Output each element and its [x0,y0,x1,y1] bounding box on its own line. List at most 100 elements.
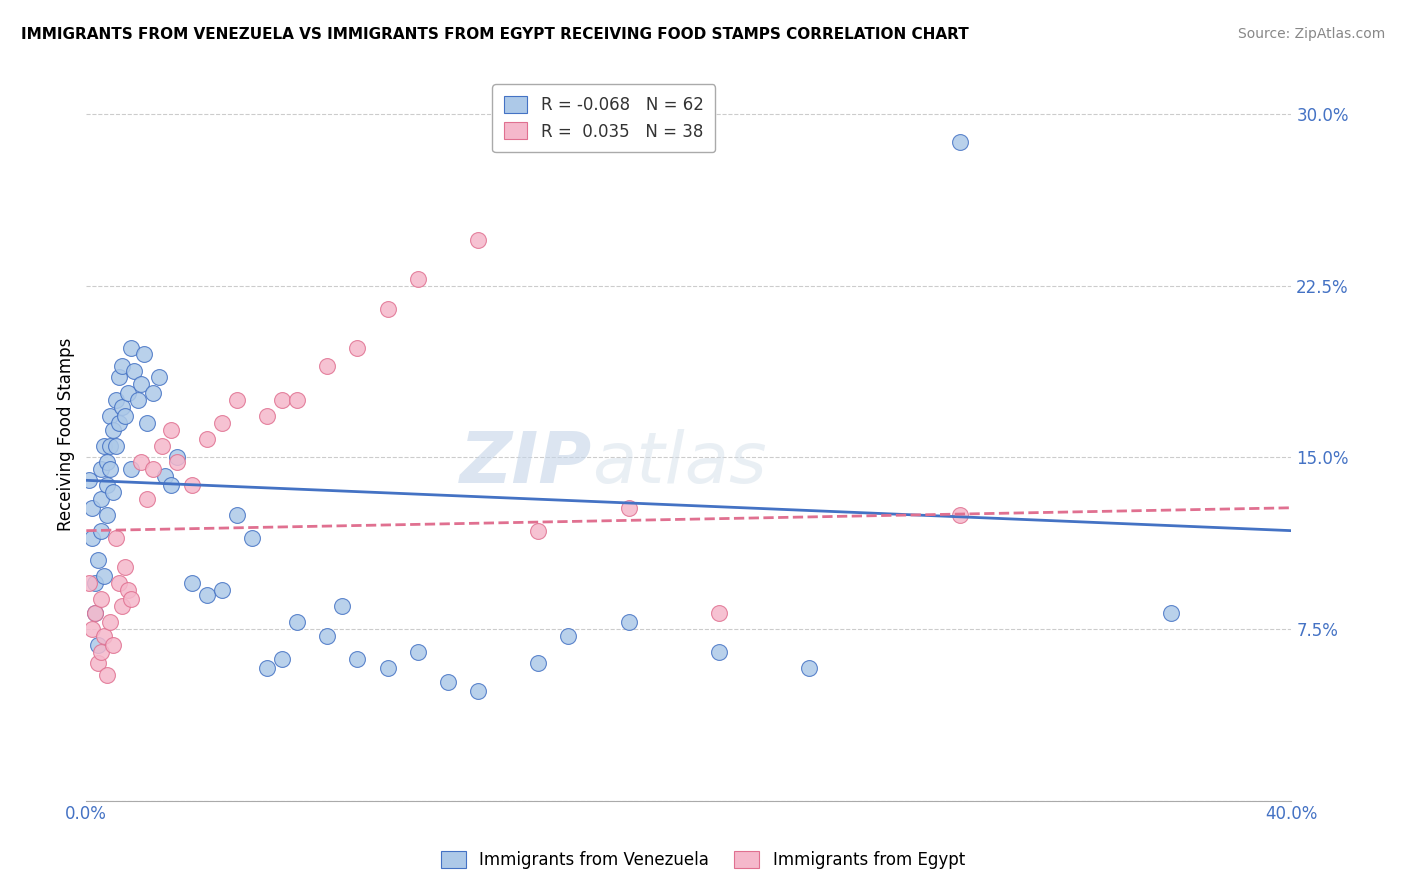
Point [84,606,107,620]
Point [114,560,136,574]
Point [84,576,107,591]
Point [127,393,149,408]
Point [96,508,118,522]
Y-axis label: Receiving Food Stamps: Receiving Food Stamps [58,338,75,532]
Point [195,432,218,446]
Point [87,638,110,652]
Point [142,462,165,476]
Point [90,592,112,607]
Point [96,667,118,681]
Point [117,583,139,598]
Point [100,409,122,424]
Point [108,576,131,591]
Point [707,606,730,620]
Point [285,615,308,629]
Text: atlas: atlas [592,429,768,499]
Point [82,531,104,545]
Point [256,409,278,424]
Point [93,439,115,453]
Point [195,588,218,602]
Point [100,439,122,453]
Point [240,531,263,545]
Point [82,622,104,636]
Point [111,400,134,414]
Point [316,629,339,643]
Point [79,473,101,487]
Point [100,462,122,476]
Point [617,615,640,629]
Point [90,462,112,476]
Text: ZIP: ZIP [460,429,592,499]
Point [129,455,152,469]
Point [285,393,308,408]
Point [121,592,143,607]
Point [93,629,115,643]
Point [377,661,399,675]
Point [226,508,249,522]
Point [129,377,152,392]
Text: Source: ZipAtlas.com: Source: ZipAtlas.com [1237,27,1385,41]
Point [1160,606,1182,620]
Point [159,423,181,437]
Point [617,500,640,515]
Point [406,272,429,286]
Point [527,657,550,671]
Point [557,629,579,643]
Point [100,615,122,629]
Point [87,553,110,567]
Point [211,416,233,430]
Point [108,370,131,384]
Point [271,652,294,666]
Point [82,500,104,515]
Point [105,439,128,453]
Point [148,370,170,384]
Point [159,478,181,492]
Point [103,638,125,652]
Point [121,341,143,355]
Point [90,645,112,659]
Point [87,657,110,671]
Text: IMMIGRANTS FROM VENEZUELA VS IMMIGRANTS FROM EGYPT RECEIVING FOOD STAMPS CORRELA: IMMIGRANTS FROM VENEZUELA VS IMMIGRANTS … [21,27,969,42]
Point [105,531,128,545]
Point [150,439,173,453]
Legend: Immigrants from Venezuela, Immigrants from Egypt: Immigrants from Venezuela, Immigrants fr… [432,841,974,880]
Point [103,484,125,499]
Point [377,301,399,316]
Point [436,674,458,689]
Point [527,524,550,538]
Point [90,524,112,538]
Point [256,661,278,675]
Point [467,683,489,698]
Point [105,393,128,408]
Point [406,645,429,659]
Point [121,462,143,476]
Point [142,386,165,401]
Point [117,386,139,401]
Point [211,583,233,598]
Point [166,450,188,465]
Point [103,423,125,437]
Point [93,569,115,583]
Point [346,341,368,355]
Point [346,652,368,666]
Legend: R = -0.068   N = 62, R =  0.035   N = 38: R = -0.068 N = 62, R = 0.035 N = 38 [492,84,716,153]
Point [180,576,202,591]
Point [96,455,118,469]
Point [135,491,157,506]
Point [316,359,339,373]
Point [153,468,176,483]
Point [79,576,101,591]
Point [332,599,354,614]
Point [949,135,972,149]
Point [949,508,972,522]
Point [226,393,249,408]
Point [166,455,188,469]
Point [132,347,155,361]
Point [124,363,146,377]
Point [108,416,131,430]
Point [135,416,157,430]
Point [707,645,730,659]
Point [111,359,134,373]
Point [90,491,112,506]
Point [799,661,821,675]
